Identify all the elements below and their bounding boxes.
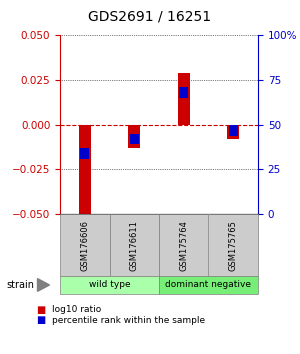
Bar (227, 125, 239, 139)
Text: GSM175765: GSM175765 (229, 220, 238, 270)
Text: GSM175764: GSM175764 (179, 220, 188, 270)
Text: wild type: wild type (89, 280, 130, 290)
Text: log10 ratio: log10 ratio (52, 305, 102, 314)
Bar (80, 148, 89, 159)
Bar (229, 125, 238, 136)
Bar (79, 125, 91, 218)
Text: dominant negative: dominant negative (166, 280, 251, 290)
Bar (179, 87, 188, 98)
Bar (178, 73, 190, 125)
Text: ■: ■ (36, 315, 45, 325)
Polygon shape (38, 279, 50, 291)
Text: percentile rank within the sample: percentile rank within the sample (52, 316, 206, 325)
Text: ■: ■ (36, 305, 45, 315)
Text: GSM176606: GSM176606 (80, 219, 89, 271)
Bar (130, 134, 139, 144)
Text: strain: strain (6, 280, 34, 290)
Text: GSM176611: GSM176611 (130, 220, 139, 270)
Bar (128, 125, 140, 148)
Text: GDS2691 / 16251: GDS2691 / 16251 (88, 9, 212, 23)
